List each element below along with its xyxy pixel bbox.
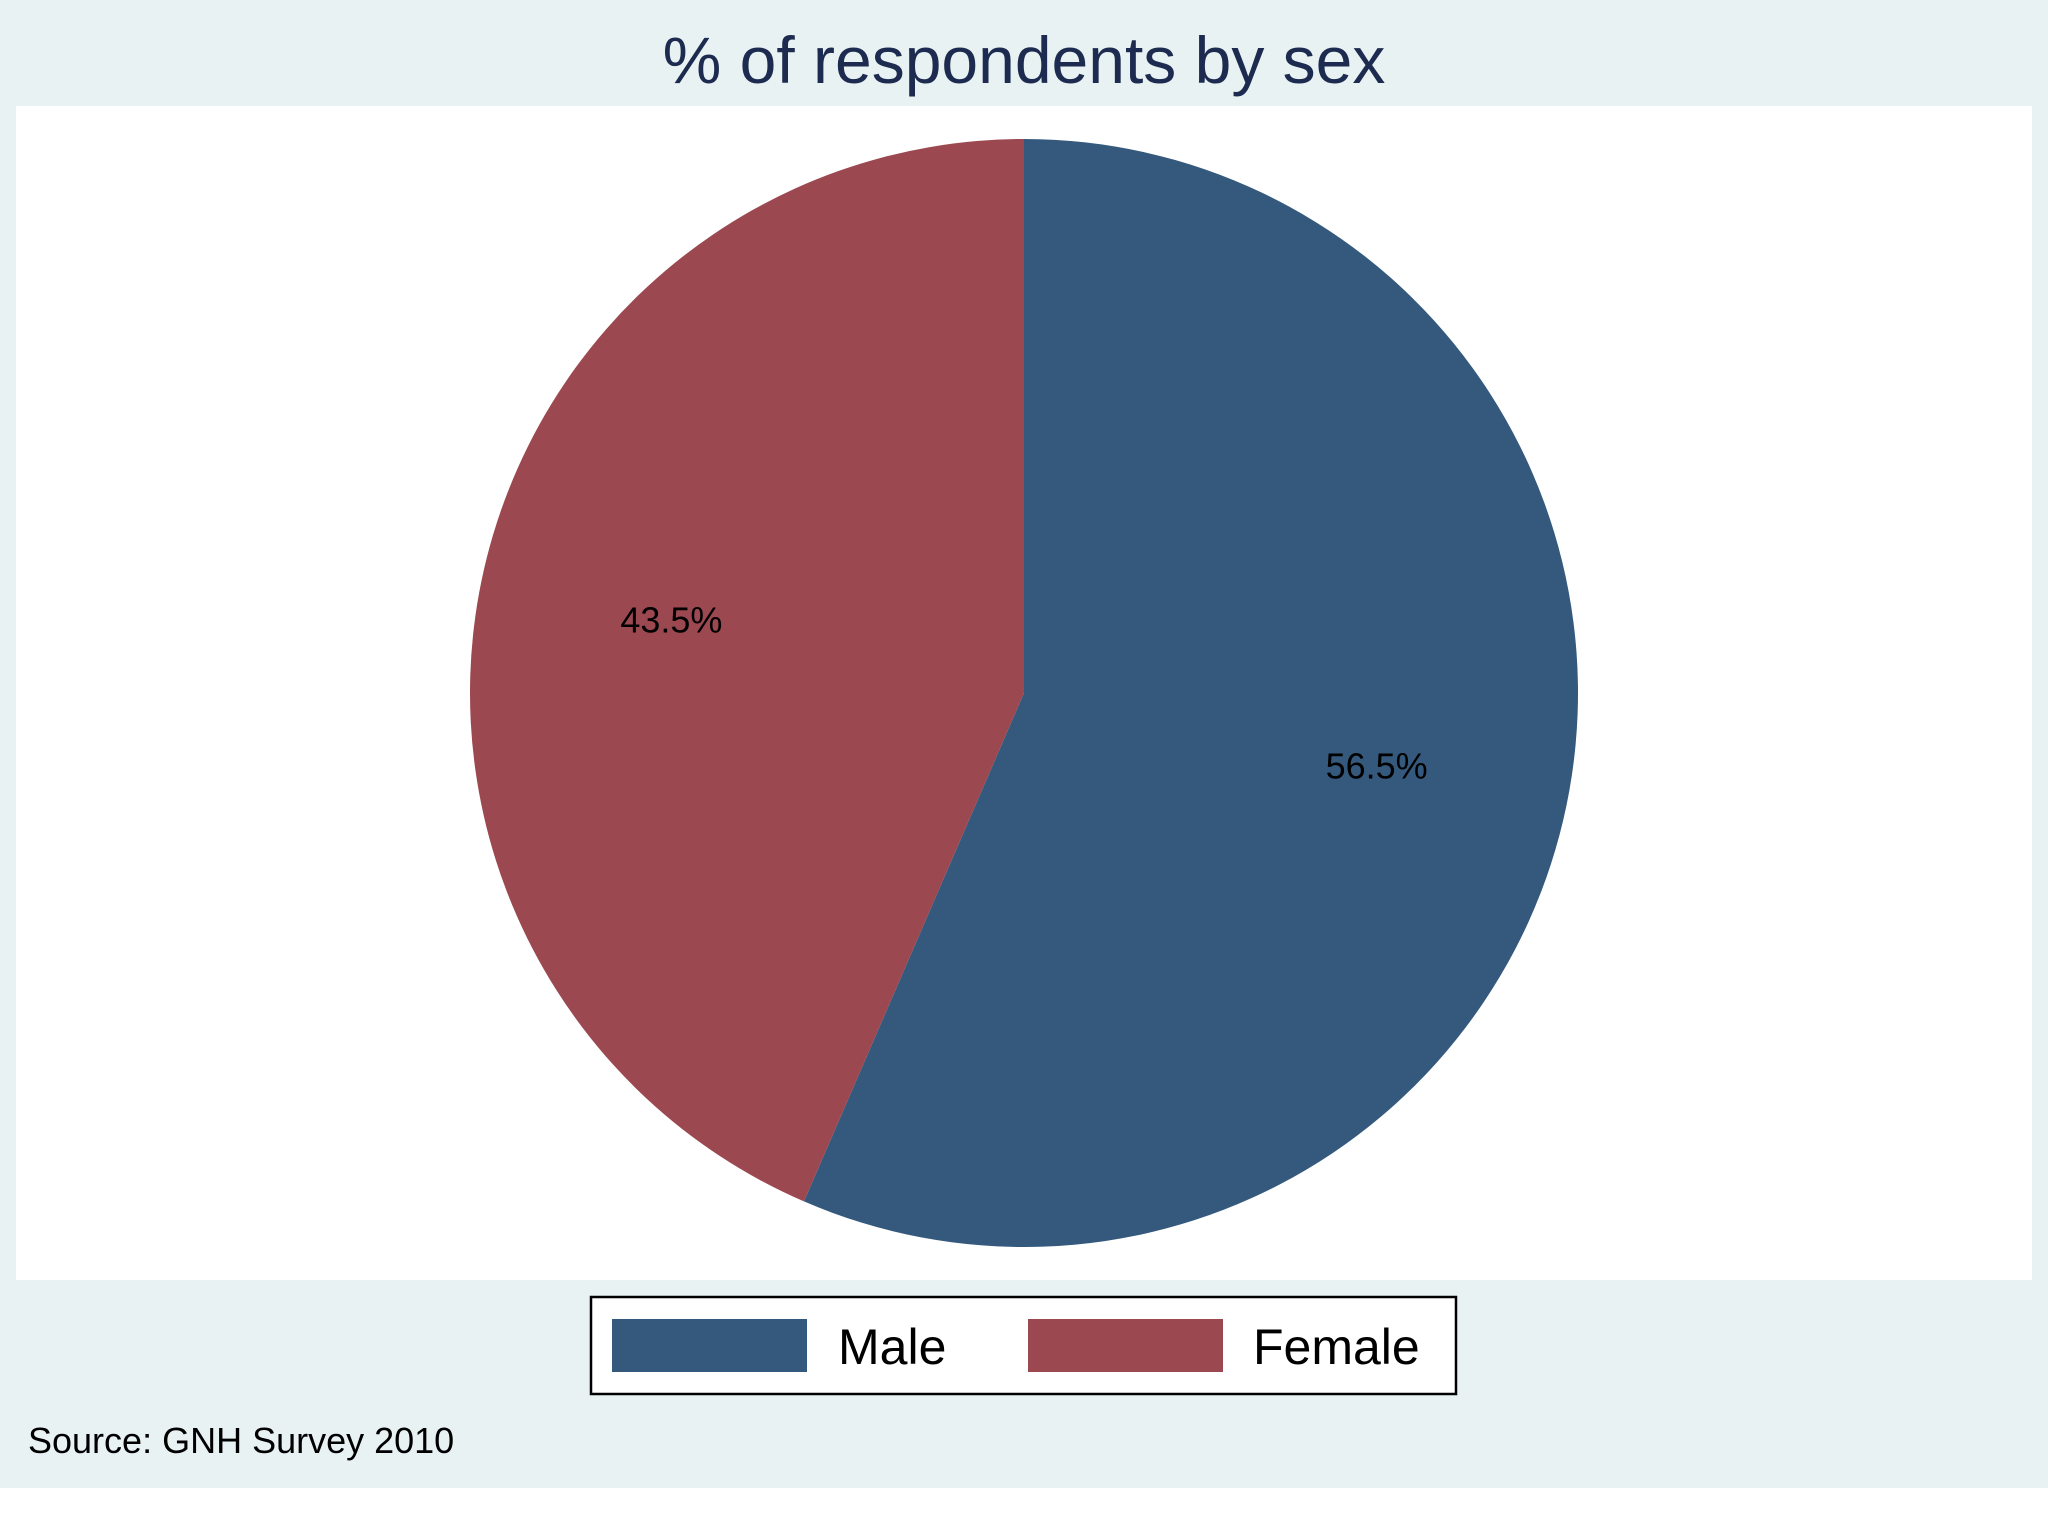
legend-swatch-male <box>612 1319 807 1372</box>
pie-slice-male <box>803 139 1579 1248</box>
legend-label-female: Female <box>1253 1319 1420 1375</box>
pie-chart: % of respondents by sex 56.5% 43.5% Male … <box>28 23 1579 1461</box>
chart-background: % of respondents by sex 56.5% 43.5% Male … <box>0 0 2048 1488</box>
slice-label-male: 56.5% <box>1326 746 1428 787</box>
legend-label-male: Male <box>838 1319 946 1375</box>
pie-slices <box>470 139 1579 1248</box>
pie-slice-labels: 56.5% 43.5% <box>620 599 1427 786</box>
legend: Male Female <box>589 1295 1458 1396</box>
chart-title: % of respondents by sex <box>663 23 1386 97</box>
source-note: Source: GNH Survey 2010 <box>28 1420 454 1461</box>
pie-slice-female <box>470 139 1024 1202</box>
slice-label-female: 43.5% <box>620 599 722 640</box>
legend-swatch-female <box>1028 1319 1223 1372</box>
